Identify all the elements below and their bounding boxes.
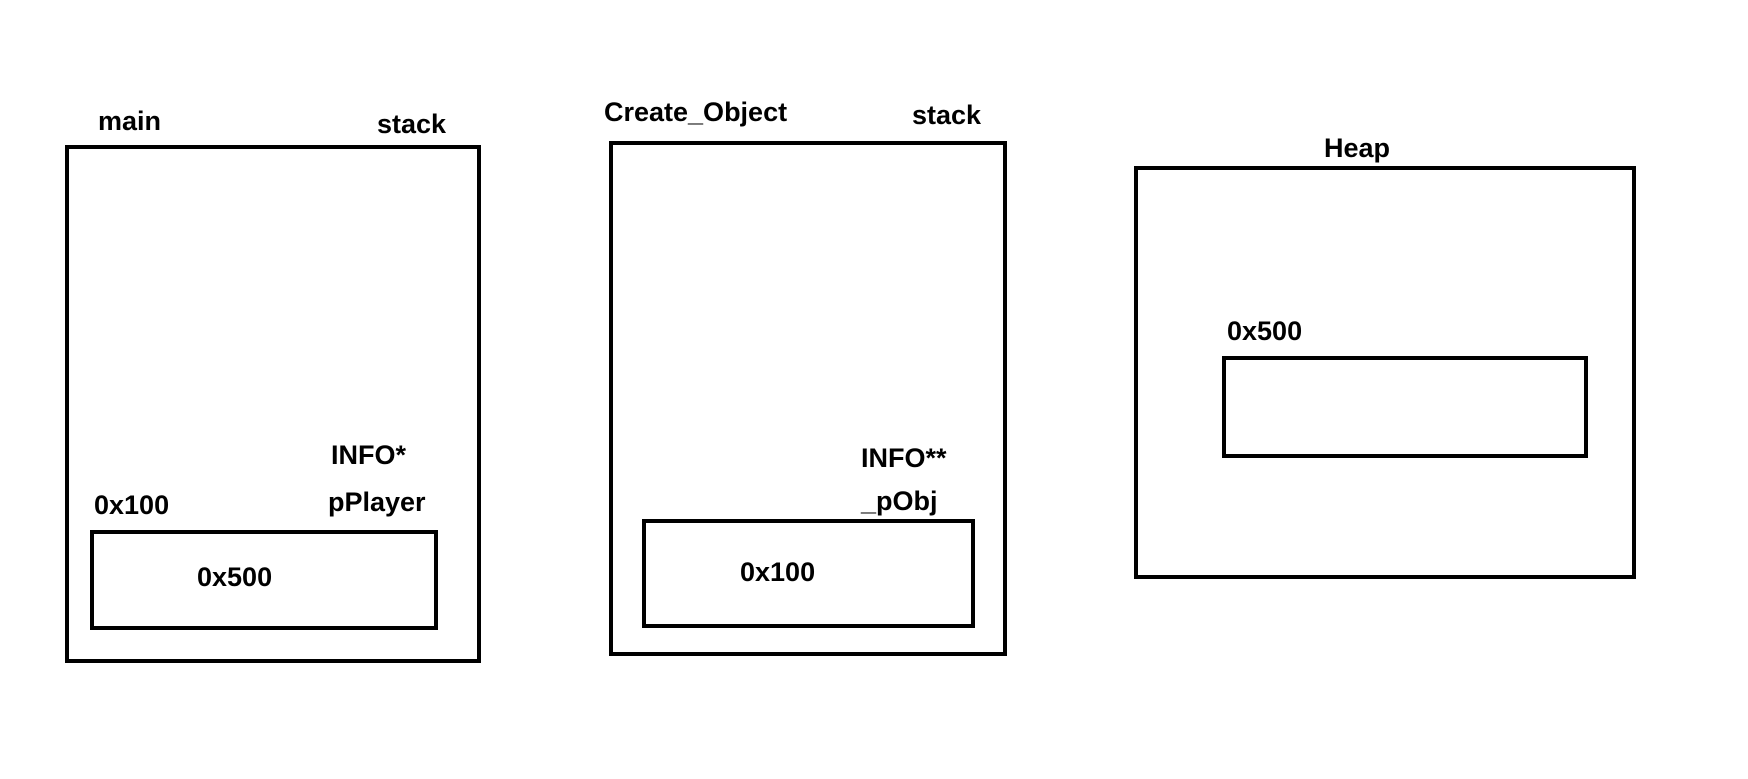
pplayer-cell	[90, 530, 438, 630]
pplayer-address-label: 0x100	[94, 490, 170, 520]
main-frame-title: main	[98, 106, 162, 136]
main-frame-region-label: stack	[377, 109, 447, 139]
pplayer-type-label: INFO*	[331, 440, 407, 470]
pplayer-cell-value: 0x500	[197, 562, 273, 592]
create-object-frame-region-label: stack	[912, 100, 982, 130]
create-object-frame-title: Create_Object	[604, 97, 788, 127]
pobj-name-label: _pObj	[861, 486, 938, 516]
main-stack-frame	[65, 145, 481, 663]
heap-title: Heap	[1324, 133, 1391, 163]
pobj-cell-value: 0x100	[740, 557, 816, 587]
create-object-stack-frame	[609, 141, 1007, 656]
pobj-type-label: INFO**	[861, 443, 947, 473]
heap-block-address-label: 0x500	[1227, 316, 1303, 346]
pobj-cell	[642, 519, 975, 628]
heap-region	[1134, 166, 1636, 579]
pplayer-name-label: pPlayer	[328, 487, 426, 517]
heap-block	[1222, 356, 1588, 458]
